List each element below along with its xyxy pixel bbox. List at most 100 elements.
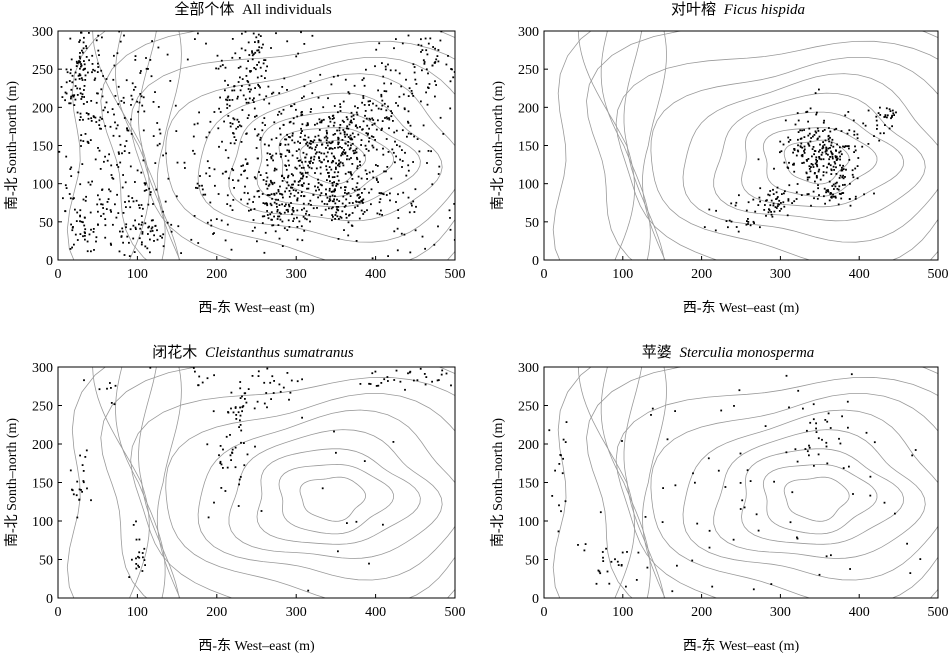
data-point — [80, 63, 82, 65]
data-points — [58, 31, 455, 260]
data-point — [289, 391, 292, 394]
data-point — [822, 141, 824, 143]
data-point — [79, 61, 82, 63]
data-point — [764, 425, 767, 427]
data-point — [829, 147, 831, 149]
data-point — [548, 429, 551, 432]
data-point — [253, 407, 256, 410]
data-point — [259, 86, 261, 89]
data-point — [85, 112, 88, 114]
data-point — [725, 220, 728, 222]
data-point — [805, 111, 808, 113]
data-point — [562, 457, 564, 460]
data-point — [296, 238, 299, 241]
data-point — [776, 186, 779, 189]
data-point — [84, 199, 87, 202]
data-point — [138, 223, 140, 226]
data-point — [190, 238, 193, 241]
data-point — [598, 570, 601, 573]
data-point — [759, 226, 761, 229]
data-point — [838, 437, 840, 440]
data-point — [411, 204, 413, 207]
contour-line — [682, 409, 938, 581]
data-point — [176, 161, 179, 164]
data-point — [355, 200, 357, 203]
data-point — [796, 112, 799, 114]
y-tick-label: 200 — [518, 101, 539, 116]
data-point — [93, 116, 95, 118]
data-point — [814, 92, 817, 94]
data-point — [362, 77, 365, 80]
data-point — [435, 58, 438, 61]
data-point — [233, 142, 236, 145]
data-point — [332, 75, 335, 78]
data-point — [847, 111, 850, 113]
data-point — [238, 124, 241, 127]
data-point — [144, 183, 147, 186]
data-point — [325, 142, 328, 144]
y-axis-label: 南-北 Sonth–north (m) — [490, 81, 506, 210]
data-point — [821, 151, 824, 154]
data-point — [112, 78, 115, 81]
data-point — [258, 195, 261, 198]
data-point — [97, 147, 99, 149]
data-point — [337, 209, 340, 212]
data-point — [140, 223, 143, 226]
data-point — [301, 416, 303, 419]
data-point — [378, 213, 381, 216]
data-point — [397, 193, 399, 196]
data-point — [218, 454, 220, 457]
data-point — [276, 209, 279, 211]
data-point — [82, 41, 85, 44]
data-point — [101, 203, 104, 206]
data-point — [197, 242, 200, 244]
data-point — [831, 185, 834, 187]
data-point — [83, 224, 86, 227]
data-point — [108, 188, 110, 191]
y-tick-label: 150 — [32, 477, 53, 492]
data-point — [849, 204, 852, 207]
data-point — [283, 177, 285, 179]
data-point — [828, 127, 830, 129]
data-point — [301, 113, 304, 116]
data-point — [303, 195, 306, 197]
data-point — [337, 111, 339, 114]
data-point — [783, 205, 786, 208]
data-point — [266, 187, 269, 190]
data-point — [395, 155, 397, 158]
data-points — [703, 88, 897, 233]
data-point — [71, 488, 73, 491]
y-tick-label: 0 — [46, 592, 53, 607]
data-point — [307, 164, 309, 167]
data-point — [68, 80, 71, 82]
data-point — [333, 181, 335, 183]
data-point — [321, 200, 323, 203]
data-point — [328, 175, 330, 177]
data-point — [331, 140, 334, 143]
data-point — [351, 138, 354, 141]
data-point — [275, 168, 278, 171]
data-point — [389, 69, 392, 72]
data-point — [752, 198, 755, 201]
data-point — [302, 151, 305, 154]
data-point — [131, 558, 133, 561]
data-point — [815, 158, 817, 161]
data-point — [421, 235, 424, 238]
data-point — [247, 81, 250, 83]
data-point — [230, 459, 232, 461]
data-point — [250, 209, 252, 211]
data-point — [245, 101, 248, 104]
data-point — [771, 215, 774, 218]
data-point — [258, 171, 260, 173]
data-point — [817, 130, 820, 132]
data-point — [806, 193, 809, 196]
data-point — [776, 205, 779, 207]
data-point — [836, 188, 839, 190]
data-point — [244, 185, 246, 188]
data-point — [402, 93, 405, 96]
data-point — [832, 165, 835, 168]
data-point — [83, 63, 86, 66]
data-point — [232, 199, 235, 201]
y-tick-label: 50 — [39, 216, 53, 231]
data-point — [434, 47, 436, 50]
